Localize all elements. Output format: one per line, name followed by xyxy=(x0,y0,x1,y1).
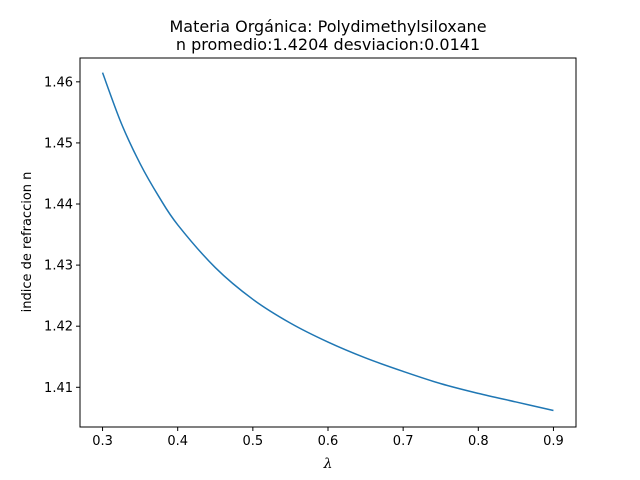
series-line xyxy=(101,72,554,412)
y-axis-label: indice de refraccion n xyxy=(20,172,35,313)
y-tick-label: 1.43 xyxy=(44,259,73,274)
x-tick-label: 0.5 xyxy=(243,434,264,449)
y-tick-label: 1.45 xyxy=(44,136,73,151)
x-tick-label: 0.7 xyxy=(393,434,414,449)
x-tick-label: 0.4 xyxy=(167,434,188,449)
y-tick-label: 1.42 xyxy=(44,320,73,335)
plot-area xyxy=(79,57,577,428)
y-tick-label: 1.46 xyxy=(44,75,73,90)
x-tick-label: 0.6 xyxy=(318,434,339,449)
x-axis: 0.3 0.4 0.5 0.6 0.7 0.8 0.9 xyxy=(92,427,564,449)
chart-subtitle: n promedio:1.4204 desviacion:0.0141 xyxy=(176,35,480,54)
chart-title: Materia Orgánica: Polydimethylsiloxane xyxy=(169,17,486,36)
y-tick-label: 1.44 xyxy=(44,198,73,213)
y-tick-label: 1.41 xyxy=(44,381,73,396)
x-tick-label: 0.9 xyxy=(543,434,564,449)
x-tick-label: 0.3 xyxy=(92,434,113,449)
series-layer xyxy=(101,72,554,412)
x-tick-label: 0.8 xyxy=(468,434,489,449)
x-axis-label: λ xyxy=(323,456,333,472)
y-axis: 1.41 1.42 1.43 1.44 1.45 1.46 xyxy=(44,75,80,396)
